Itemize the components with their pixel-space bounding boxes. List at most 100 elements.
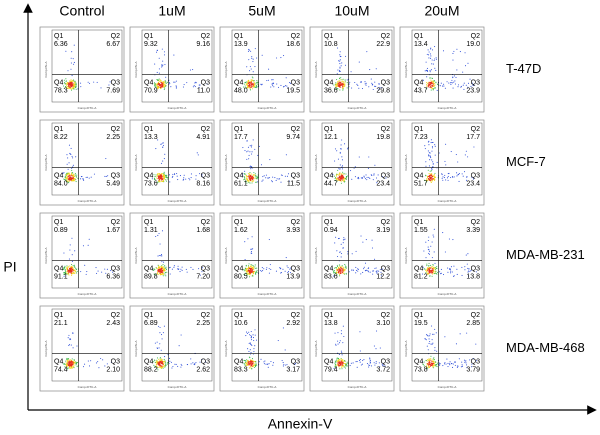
- event-dot: [371, 82, 373, 84]
- event-dot: [339, 54, 341, 56]
- event-dot: [248, 79, 250, 81]
- event-dot: [454, 83, 456, 85]
- event-dot: [249, 274, 251, 276]
- event-dot: [166, 81, 169, 83]
- event-dot: [381, 363, 383, 365]
- event-dot: [157, 369, 159, 371]
- event-dot: [186, 364, 188, 366]
- event-dot: [163, 362, 165, 364]
- event-dot: [342, 81, 344, 83]
- event-dot: [378, 86, 380, 88]
- event-dot: [249, 85, 251, 87]
- event-dot: [159, 85, 161, 87]
- event-dot: [161, 64, 163, 66]
- event-dot: [431, 150, 433, 152]
- event-dot: [367, 271, 369, 273]
- event-dot: [339, 265, 341, 267]
- event-dot: [447, 175, 449, 177]
- event-dot: [157, 79, 159, 81]
- event-dot: [254, 363, 256, 365]
- event-dot: [342, 342, 344, 344]
- event-dot: [156, 341, 158, 343]
- event-dot: [456, 366, 458, 369]
- flow-panel: Comp-PE-AComp-FITC-AQ17.23Q217.7Q323.4Q4…: [399, 119, 485, 206]
- event-dot: [158, 232, 160, 235]
- event-dot: [262, 176, 264, 178]
- event-dot: [161, 255, 163, 257]
- quadrant-label: Q4: [324, 172, 333, 179]
- event-dot: [449, 268, 451, 270]
- event-dot: [333, 271, 335, 273]
- panel-frame: [219, 119, 305, 206]
- event-dot: [160, 254, 163, 256]
- event-dot: [250, 339, 253, 341]
- event-dot: [95, 267, 97, 269]
- event-dot: [252, 88, 254, 90]
- event-dot: [471, 363, 473, 365]
- event-dot: [435, 364, 437, 366]
- event-dot: [340, 86, 342, 88]
- event-dot: [339, 82, 341, 84]
- event-dot: [425, 82, 428, 84]
- event-dot: [336, 250, 338, 252]
- event-dot: [161, 270, 163, 272]
- event-dot: [337, 266, 340, 269]
- event-dot: [428, 236, 430, 238]
- event-dot: [155, 363, 157, 365]
- event-dot: [251, 368, 253, 370]
- event-dot: [280, 181, 282, 183]
- event-dot: [175, 80, 177, 82]
- quadrant-label: Q2: [471, 126, 480, 133]
- event-dot: [371, 247, 373, 249]
- event-dot: [249, 84, 251, 86]
- event-dot: [82, 177, 84, 180]
- event-dot: [247, 267, 250, 269]
- event-dot: [434, 144, 436, 146]
- event-dot: [169, 360, 171, 362]
- event-dot: [287, 272, 289, 274]
- event-dot: [290, 175, 293, 177]
- event-dot: [288, 367, 290, 369]
- event-dot: [82, 366, 85, 368]
- event-dot: [70, 68, 72, 70]
- event-dot: [160, 349, 162, 351]
- event-dot: [249, 165, 251, 167]
- event-dot: [253, 81, 255, 83]
- quadrant-label: Q3: [471, 358, 480, 365]
- quadrant-label: Q1: [234, 219, 243, 226]
- quadrant-value: 9.32: [144, 41, 158, 48]
- event-dot: [336, 47, 339, 49]
- event-dot: [169, 266, 171, 268]
- event-dot: [70, 62, 72, 64]
- event-dot: [159, 326, 161, 329]
- event-dot: [83, 179, 85, 181]
- event-dot: [378, 83, 380, 85]
- event-dot: [66, 84, 68, 87]
- event-dot: [253, 80, 255, 82]
- plot-area: [231, 308, 303, 382]
- event-dot: [431, 175, 433, 177]
- event-dot: [445, 363, 447, 365]
- event-dot: [248, 158, 250, 160]
- event-dot: [336, 85, 339, 87]
- event-dot: [151, 268, 154, 270]
- event-dot: [162, 366, 164, 368]
- plot-area: [411, 215, 483, 289]
- event-dot: [75, 84, 77, 86]
- column-label: Control: [59, 3, 104, 19]
- event-dot: [431, 87, 433, 89]
- event-dot: [63, 172, 65, 174]
- event-dot: [175, 87, 177, 89]
- event-dot: [431, 174, 433, 176]
- event-dot: [255, 181, 257, 183]
- event-dot: [430, 362, 432, 364]
- event-dot: [158, 180, 160, 182]
- event-dot: [64, 268, 66, 270]
- event-dot: [373, 345, 375, 347]
- event-dot: [261, 270, 263, 272]
- event-dot: [74, 85, 76, 87]
- event-dot: [357, 84, 359, 87]
- event-dot: [337, 80, 340, 82]
- quadrant-value: 9.16: [196, 41, 210, 48]
- flow-panel: Comp-PE-AComp-FITC-AQ10.94Q23.19Q312.2Q4…: [309, 212, 395, 299]
